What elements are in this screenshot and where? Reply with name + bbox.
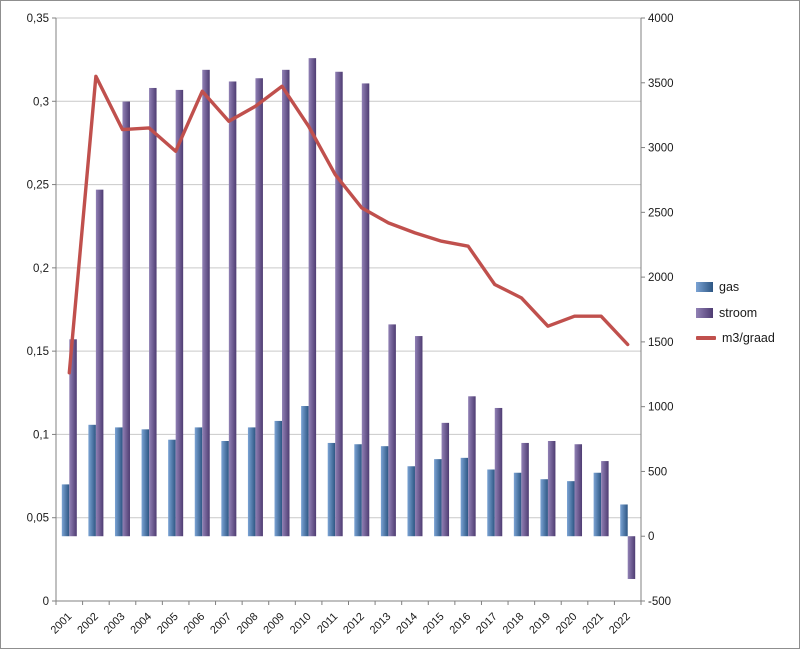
svg-text:2015: 2015 <box>421 611 447 637</box>
svg-text:2001: 2001 <box>49 611 75 637</box>
svg-text:2011: 2011 <box>315 611 340 636</box>
svg-text:0: 0 <box>43 596 49 608</box>
svg-text:2018: 2018 <box>501 611 527 637</box>
svg-text:2016: 2016 <box>447 611 473 637</box>
svg-text:3000: 3000 <box>648 143 674 155</box>
svg-text:2021: 2021 <box>580 611 606 637</box>
svg-text:1000: 1000 <box>648 402 674 414</box>
svg-text:3500: 3500 <box>648 78 674 90</box>
svg-text:500: 500 <box>648 466 667 478</box>
svg-text:2500: 2500 <box>648 207 674 219</box>
svg-text:0,25: 0,25 <box>27 180 49 192</box>
svg-text:2007: 2007 <box>208 611 234 637</box>
svg-text:2013: 2013 <box>368 611 394 637</box>
legend-label-stroom: stroom <box>719 305 758 320</box>
svg-text:1500: 1500 <box>648 337 674 349</box>
stroom-series-swatch <box>696 307 713 318</box>
svg-text:0: 0 <box>648 531 654 543</box>
svg-text:2005: 2005 <box>155 611 181 637</box>
svg-text:0,1: 0,1 <box>33 429 49 441</box>
legend-item-gas: gas <box>696 281 775 294</box>
svg-text:2020: 2020 <box>554 611 580 637</box>
svg-text:2010: 2010 <box>288 611 314 637</box>
svg-text:2009: 2009 <box>261 611 287 637</box>
svg-text:2003: 2003 <box>102 611 128 637</box>
svg-text:0,15: 0,15 <box>27 346 49 358</box>
svg-text:-500: -500 <box>648 596 671 608</box>
svg-text:2008: 2008 <box>235 611 261 637</box>
legend-label-gas: gas <box>719 280 740 294</box>
svg-text:2014: 2014 <box>394 611 420 637</box>
svg-text:2022: 2022 <box>607 611 633 637</box>
svg-text:0,05: 0,05 <box>27 513 49 525</box>
legend: gas stroom m3/graad <box>696 281 775 345</box>
m3graad-line-swatch <box>696 336 716 341</box>
svg-text:0,2: 0,2 <box>33 263 49 275</box>
legend-item-m3graad: m3/graad <box>696 332 775 345</box>
svg-text:4000: 4000 <box>648 13 674 25</box>
svg-text:0,35: 0,35 <box>27 13 49 25</box>
svg-text:2012: 2012 <box>341 611 367 637</box>
svg-text:0,3: 0,3 <box>33 96 49 108</box>
legend-item-stroom: stroom <box>696 305 775 320</box>
svg-text:2006: 2006 <box>182 611 208 637</box>
svg-text:2002: 2002 <box>75 611 101 637</box>
gas-series-swatch <box>696 282 713 293</box>
svg-text:2000: 2000 <box>648 272 674 284</box>
legend-label-m3graad: m3/graad <box>722 331 775 345</box>
svg-text:2004: 2004 <box>128 611 154 637</box>
svg-text:2019: 2019 <box>527 611 553 637</box>
svg-text:2017: 2017 <box>474 611 500 637</box>
